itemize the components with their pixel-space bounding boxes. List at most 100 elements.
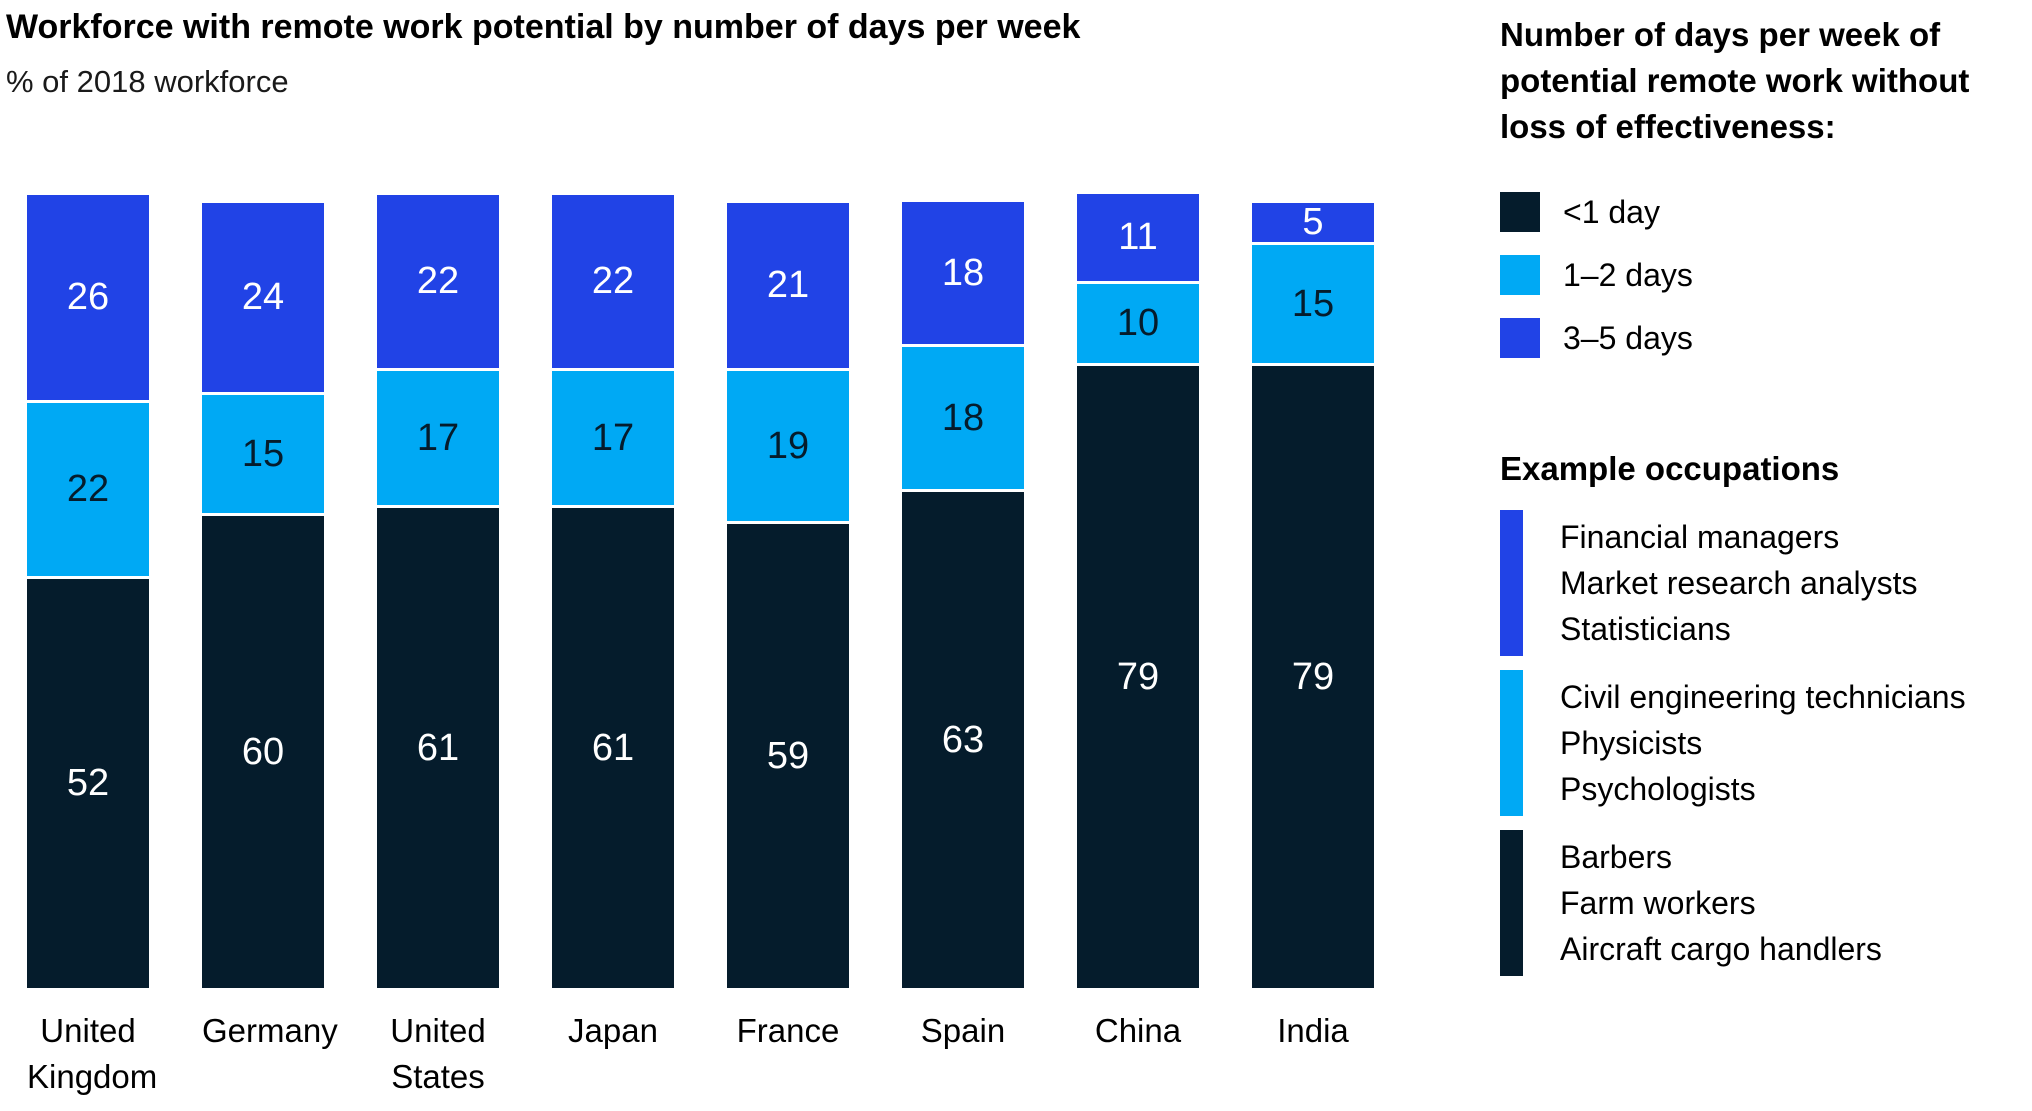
legend-title: Number of days per week of potential rem… <box>1500 16 1970 145</box>
bar-value-label: 18 <box>941 251 985 294</box>
bar-segment: 79 <box>1252 366 1374 988</box>
bar-value-label: 21 <box>766 264 810 306</box>
occupation-group: Civil engineering technicians Physicists P… <box>1500 670 1966 816</box>
bar-value-label: 18 <box>941 396 985 439</box>
bar-segment: 61 <box>552 508 674 988</box>
category-label: China <box>1094 1012 1182 1049</box>
category-axis: United Kingdom Germany United States Japan F… <box>27 1008 1374 1100</box>
bar-segment: 59 <box>727 524 849 988</box>
bar-value-label: 22 <box>66 468 110 510</box>
bar-value-label: 24 <box>241 276 285 318</box>
bar-value-label: 19 <box>766 424 810 467</box>
occupation-list: Civil engineering technicians Physicists P… <box>1560 670 1966 816</box>
category-label: United Kingdom <box>27 1012 158 1095</box>
occupation-item: Financial managers <box>1560 519 1840 555</box>
bar-segment: 61 <box>377 508 499 988</box>
bar-japan: 22 17 61 <box>552 195 674 988</box>
category-label: Spain <box>920 1012 1006 1049</box>
chart-subtitle: % of 2018 workforce <box>6 64 289 99</box>
occupation-group: Financial managers Market research analys… <box>1500 510 1966 656</box>
chart-title: Workforce with remote work potential by … <box>6 8 1081 46</box>
legend-label: 1–2 days <box>1563 256 1693 293</box>
bar-segment: 52 <box>27 579 149 988</box>
legend-swatch <box>1500 318 1540 358</box>
bar-segment: 19 <box>727 371 849 521</box>
category-label: France <box>736 1012 840 1049</box>
bar-germany: 24 15 60 <box>202 203 324 988</box>
bar-value-label: 11 <box>1118 216 1158 258</box>
bar-value-label: 22 <box>591 260 635 302</box>
category-label: India <box>1277 1012 1349 1049</box>
legend-items: <1 day 1–2 days 3–5 days <box>1500 192 1693 358</box>
bar-china: 11 10 79 <box>1077 194 1199 988</box>
bar-value-label: 10 <box>1116 302 1160 344</box>
bar-united-kingdom: 26 22 52 <box>27 195 149 988</box>
bar-segment: 60 <box>202 516 324 988</box>
bar-segment: 5 <box>1252 201 1374 243</box>
bar-value-label: 15 <box>241 432 285 475</box>
bar-segment: 26 <box>27 195 149 400</box>
category-label: Japan <box>568 1012 658 1049</box>
legend-label: <1 day <box>1563 193 1660 230</box>
bar-value-label: 52 <box>66 762 110 804</box>
occupation-item: Statisticians <box>1560 611 1731 647</box>
bar-value-label: 26 <box>66 276 110 318</box>
occupation-group-color-bar <box>1500 510 1523 656</box>
bar-segment: 11 <box>1077 194 1199 281</box>
bar-value-label: 61 <box>416 726 460 769</box>
occupation-item: Farm workers <box>1560 885 1756 921</box>
bar-value-label: 5 <box>1302 201 1324 243</box>
bar-segment: 21 <box>727 203 849 368</box>
bar-segment: 22 <box>552 195 674 368</box>
bar-india: 5 15 79 <box>1252 201 1374 988</box>
legend-item: <1 day <box>1500 192 1693 232</box>
bar-value-label: 63 <box>941 718 985 761</box>
bar-spain: 18 18 63 <box>902 202 1024 988</box>
occupation-item: Civil engineering technicians <box>1560 679 1966 715</box>
legend-panel: Number of days per week of potential rem… <box>1500 0 2032 1111</box>
bar-segment: 79 <box>1077 366 1199 988</box>
bar-segment: 18 <box>902 347 1024 489</box>
occupation-group-color-bar <box>1500 670 1523 816</box>
bar-value-label: 60 <box>241 730 285 773</box>
bars-area: 26 22 52 24 15 60 22 17 61 22 17 61 21 19 59 18 18 63 11 10… <box>27 194 1374 988</box>
bar-value-label: 17 <box>416 416 460 459</box>
bar-segment: 24 <box>202 203 324 392</box>
bar-segment: 15 <box>202 395 324 513</box>
bar-segment: 15 <box>1252 245 1374 363</box>
bar-segment: 22 <box>27 403 149 576</box>
bar-value-label: 15 <box>1291 282 1335 325</box>
occupation-item: Aircraft cargo handlers <box>1560 931 1882 967</box>
occupation-item: Market research analysts <box>1560 565 1918 601</box>
legend-label: 3–5 days <box>1563 319 1693 356</box>
bar-united-states: 22 17 61 <box>377 195 499 988</box>
category-label: United States <box>390 1012 486 1095</box>
bar-segment: 18 <box>902 202 1024 344</box>
bar-value-label: 79 <box>1116 655 1160 698</box>
bar-value-label: 17 <box>591 416 635 459</box>
bar-value-label: 61 <box>591 726 635 769</box>
occupation-item: Psychologists <box>1560 771 1756 807</box>
occupation-group-color-bar <box>1500 830 1523 976</box>
bar-segment: 17 <box>377 371 499 505</box>
bar-value-label: 79 <box>1291 655 1335 698</box>
bar-segment: 63 <box>902 492 1024 988</box>
legend-item: 1–2 days <box>1500 255 1693 295</box>
bar-segment: 17 <box>552 371 674 505</box>
legend-swatch <box>1500 255 1540 295</box>
occupation-item: Physicists <box>1560 725 1703 761</box>
occupation-item: Barbers <box>1560 839 1673 875</box>
bar-value-label: 59 <box>766 734 810 777</box>
legend-swatch <box>1500 192 1540 232</box>
bar-segment: 22 <box>377 195 499 368</box>
occupation-groups: Financial managers Market research analys… <box>1500 510 1966 976</box>
occupation-list: Financial managers Market research analys… <box>1560 510 1917 656</box>
legend-item: 3–5 days <box>1500 318 1693 358</box>
bar-france: 21 19 59 <box>727 203 849 988</box>
occupation-list: Barbers Farm workers Aircraft cargo handle… <box>1560 830 1882 976</box>
bar-segment: 10 <box>1077 284 1199 363</box>
bar-value-label: 22 <box>416 260 460 302</box>
occupation-group: Barbers Farm workers Aircraft cargo handle… <box>1500 830 1966 976</box>
category-label: Germany <box>202 1012 338 1049</box>
